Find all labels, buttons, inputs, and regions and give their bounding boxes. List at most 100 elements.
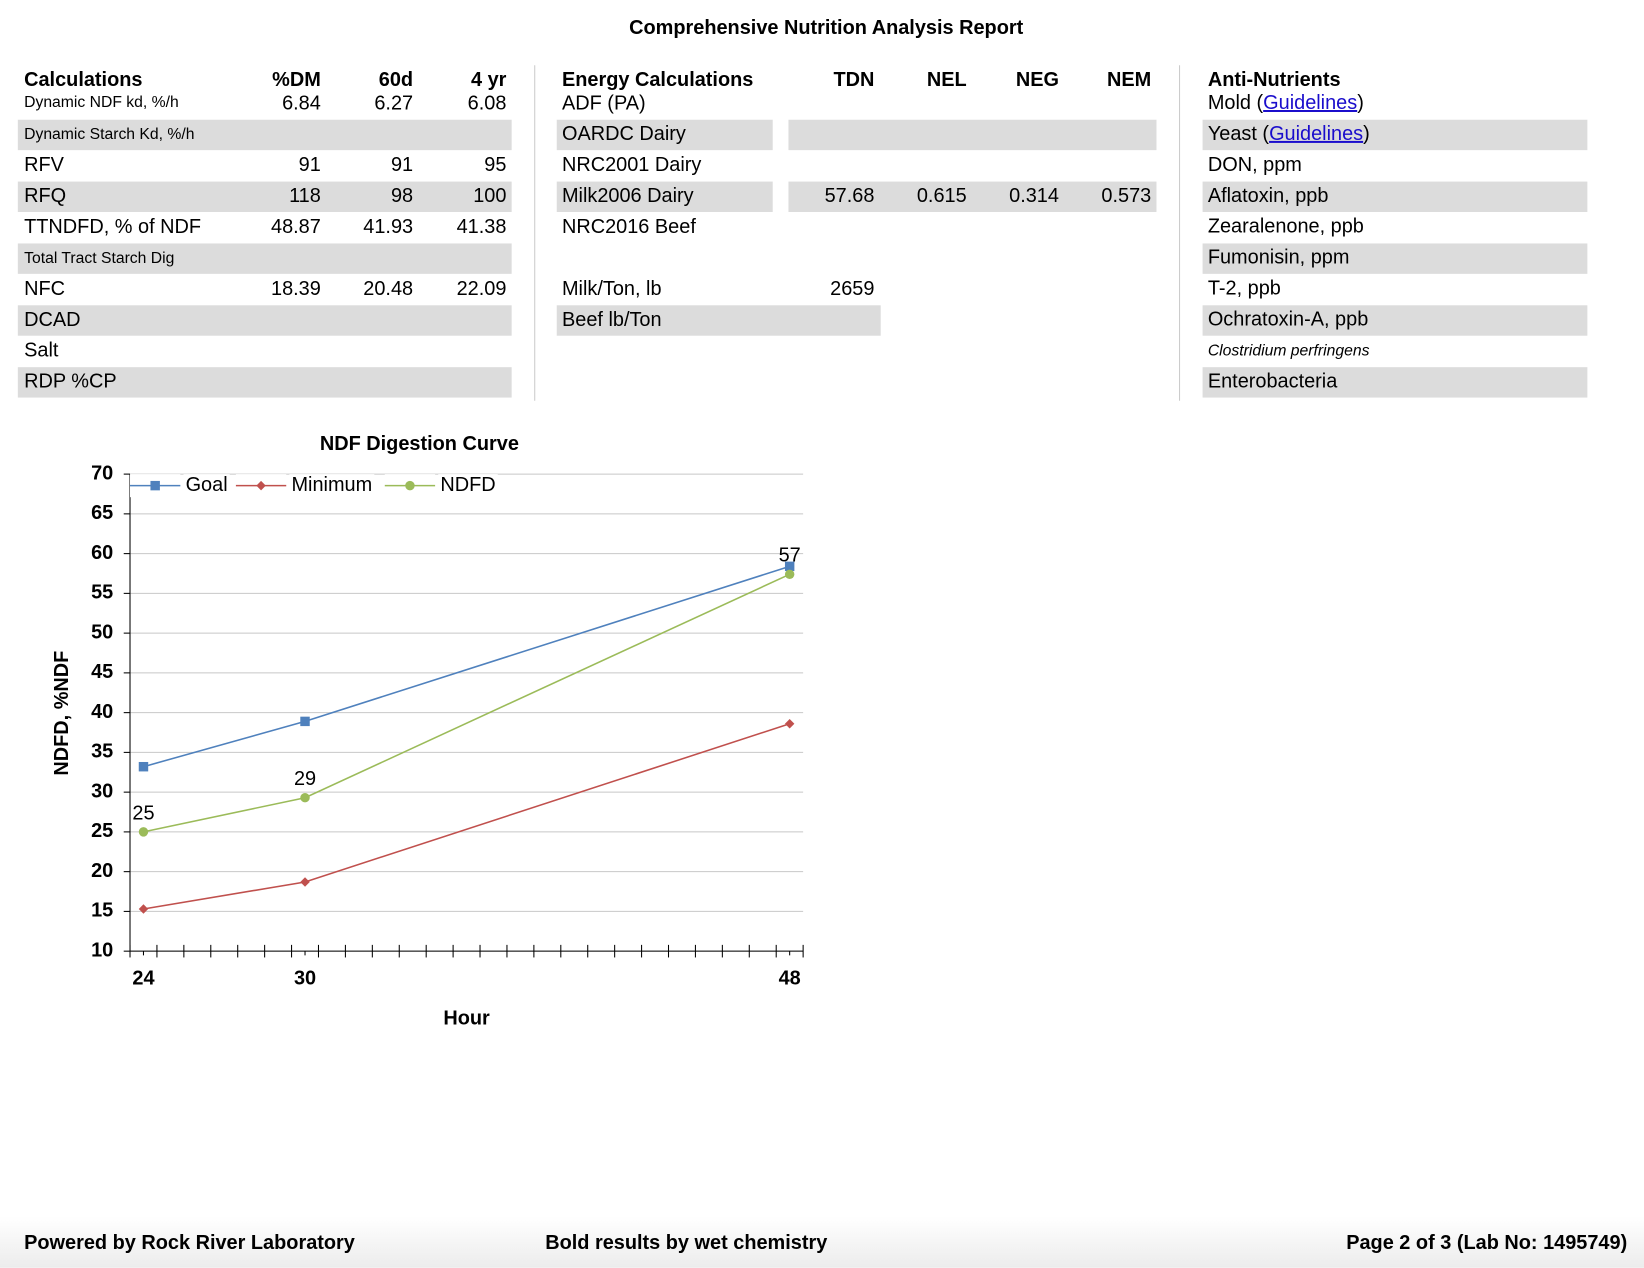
cell-value: 0.314 xyxy=(1009,185,1059,207)
footer-center: Bold results by wet chemistry xyxy=(545,1232,827,1254)
column-header: Calculations xyxy=(24,69,142,91)
y-tick-label: 50 xyxy=(91,621,113,643)
x-axis-label: Hour xyxy=(443,1008,490,1030)
row-band xyxy=(1202,119,1588,151)
cell-value: 6.84 xyxy=(282,92,321,114)
chart: NDF Digestion Curve 10 15 20 25 30 35 40 45 50 55 6… xyxy=(51,433,804,1030)
cell-value: 0.573 xyxy=(1101,185,1151,207)
row-band xyxy=(1202,181,1588,212)
chart-title: NDF Digestion Curve xyxy=(320,433,519,455)
column-header: TDN xyxy=(834,69,875,91)
row-label: Aflatoxin, ppb xyxy=(1208,185,1329,207)
row-band xyxy=(1202,305,1588,336)
row-band xyxy=(17,367,512,398)
row-label: Zearalenone, ppb xyxy=(1208,216,1364,238)
cell-value: 95 xyxy=(484,154,506,176)
legend-label: Goal xyxy=(186,474,228,496)
column-header: %DM xyxy=(272,69,321,91)
y-tick-label: 25 xyxy=(91,820,113,842)
y-tick-label: 35 xyxy=(91,741,113,763)
y-tick-label: 65 xyxy=(91,502,113,524)
cell-value: 91 xyxy=(299,154,321,176)
column-header: NEM xyxy=(1107,69,1151,91)
column-header: 4 yr xyxy=(471,69,507,91)
y-tick-label: 10 xyxy=(91,939,113,961)
footer-right: Page 2 of 3 (Lab No: 1495749) xyxy=(1346,1232,1627,1254)
row-label: NFC xyxy=(24,278,65,300)
report-title: Comprehensive Nutrition Analysis Report xyxy=(629,17,1024,39)
cell-value: 48.87 xyxy=(271,216,321,238)
marker xyxy=(300,716,310,727)
row-band xyxy=(788,119,1157,151)
row-label: Fumonisin, ppm xyxy=(1208,247,1350,269)
row-label: DCAD xyxy=(24,309,80,331)
guidelines-link[interactable]: Guidelines xyxy=(1269,123,1363,145)
row-label: Milk2006 Dairy xyxy=(562,185,694,207)
legend-label: NDFD xyxy=(440,474,495,496)
legend-bg xyxy=(289,474,375,498)
data-label: 57 xyxy=(779,545,801,567)
marker xyxy=(138,904,149,914)
y-tick-label: 60 xyxy=(91,542,113,564)
y-tick-label: 45 xyxy=(91,661,113,683)
cell-value: 118 xyxy=(289,185,321,207)
y-tick-label: 15 xyxy=(91,900,113,922)
row-label: NRC2016 Beef xyxy=(562,216,696,238)
label-text: Enterobacteria xyxy=(1208,371,1338,393)
x-tick-label: 30 xyxy=(294,968,316,990)
column-header: 60d xyxy=(379,69,413,91)
cell-value: 20.48 xyxy=(363,278,413,300)
label-text: ) xyxy=(1357,92,1364,114)
cell-value: 41.93 xyxy=(363,216,413,238)
label-text: T-2, ppb xyxy=(1208,278,1281,300)
label-text: Zearalenone, ppb xyxy=(1208,216,1364,238)
marker xyxy=(784,561,795,572)
row-band xyxy=(556,119,773,151)
marker xyxy=(300,792,310,803)
cell-value: 22.09 xyxy=(457,278,507,300)
y-tick-label: 70 xyxy=(91,462,113,484)
y-tick-label: 30 xyxy=(91,780,113,802)
marker xyxy=(784,719,795,729)
row-label: Enterobacteria xyxy=(1208,371,1338,393)
row-band xyxy=(556,305,881,336)
row-band xyxy=(1202,367,1588,398)
column-header: NEL xyxy=(927,69,967,91)
row-label: DON, ppm xyxy=(1208,154,1302,176)
row-label: Total Tract Starch Dig xyxy=(24,250,174,267)
legend-bg xyxy=(438,474,498,498)
y-tick-label: 55 xyxy=(91,582,113,604)
legend-label: Minimum xyxy=(291,474,372,496)
data-label: 25 xyxy=(132,802,154,824)
row-label: Beef lb/Ton xyxy=(562,309,662,331)
row-band xyxy=(1202,243,1588,274)
x-tick-label: 48 xyxy=(779,968,801,990)
column-header: NEG xyxy=(1016,69,1059,91)
guidelines-link[interactable]: Guidelines xyxy=(1263,92,1357,114)
cell-value: 57.68 xyxy=(825,185,875,207)
cell-value: 41.38 xyxy=(457,216,507,238)
marker xyxy=(138,827,149,837)
y-tick-label: 20 xyxy=(91,860,113,882)
data-label: 29 xyxy=(294,768,316,790)
row-label: Milk/Ton, lb xyxy=(562,278,662,300)
footer-left: Powered by Rock River Laboratory xyxy=(24,1232,355,1254)
cell-value: 6.27 xyxy=(374,92,413,114)
cell-value: 100 xyxy=(473,185,506,207)
label-text: ) xyxy=(1363,123,1370,145)
tables: Calculations %DM 60d 4 yr Dynamic NDF kd, %/… xyxy=(17,69,1588,398)
row-label: Mold (Guidelines) xyxy=(1208,92,1364,114)
row-label: Dynamic Starch Kd, %/h xyxy=(24,126,194,143)
row-band xyxy=(17,305,512,336)
marker xyxy=(138,761,149,772)
column-header: Anti-Nutrients xyxy=(1208,69,1341,91)
marker xyxy=(784,569,795,580)
label-text: Yeast ( xyxy=(1208,123,1270,145)
label-text: Fumonisin, ppm xyxy=(1208,247,1350,269)
y-tick-label: 40 xyxy=(91,701,113,723)
row-label: Clostridium perfringens xyxy=(1208,343,1370,360)
row-label: RFV xyxy=(24,154,65,176)
row-label: Salt xyxy=(24,340,59,362)
